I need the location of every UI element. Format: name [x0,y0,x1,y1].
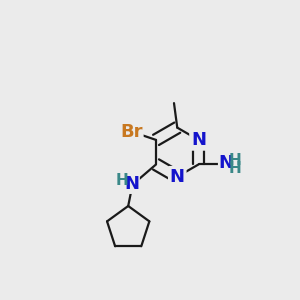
Text: N: N [219,154,234,172]
Text: Br: Br [120,123,143,141]
Text: H: H [229,153,242,168]
Text: N: N [170,168,185,186]
Text: H: H [116,173,129,188]
Text: N: N [124,175,139,193]
Text: N: N [191,131,206,149]
Text: H: H [229,161,242,176]
